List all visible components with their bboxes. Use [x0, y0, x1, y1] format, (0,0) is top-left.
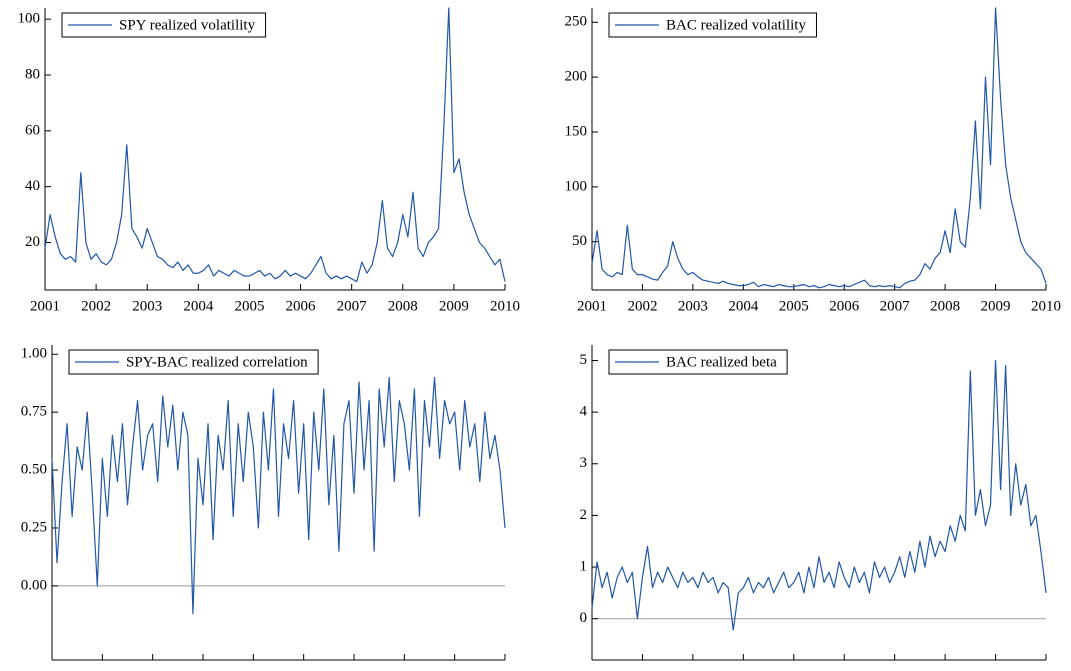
x-tick-label: 2010 [490, 668, 520, 671]
x-tick-label: 2001 [577, 668, 607, 671]
x-tick-label: 2005 [238, 668, 268, 671]
legend-label: SPY realized volatility [119, 17, 256, 33]
y-tick-label: 0.00 [21, 577, 47, 593]
x-tick-label: 2007 [337, 298, 368, 314]
x-tick-label: 2004 [728, 668, 759, 671]
x-tick-label: 2008 [389, 668, 419, 671]
x-tick-label: 2006 [829, 668, 860, 671]
x-tick-label: 2005 [779, 668, 809, 671]
y-tick-label: 0 [580, 610, 588, 626]
y-tick-label: 1.00 [21, 346, 47, 362]
x-tick-label: 2001 [30, 298, 60, 314]
x-tick-label: 2006 [289, 668, 320, 671]
y-tick-label: 100 [565, 178, 588, 194]
y-tick-label: 50 [572, 233, 587, 249]
y-tick-label: 100 [18, 11, 41, 27]
y-tick-label: 1 [580, 558, 588, 574]
x-tick-label: 2009 [981, 298, 1011, 314]
y-tick-label: 0.25 [21, 519, 47, 535]
x-tick-label: 2004 [728, 298, 759, 314]
x-tick-label: 2010 [1031, 668, 1061, 671]
y-tick-label: 0.75 [21, 404, 47, 420]
x-tick-label: 2005 [234, 298, 264, 314]
legend-label: SPY-BAC realized correlation [126, 354, 308, 370]
x-tick-label: 2010 [1031, 298, 1061, 314]
y-tick-label: 60 [25, 122, 40, 138]
x-tick-label: 2003 [678, 668, 708, 671]
y-tick-label: 2 [580, 507, 588, 523]
x-tick-label: 2008 [388, 298, 418, 314]
data-line [44, 7, 506, 283]
y-tick-label: 4 [580, 404, 588, 420]
x-tick-label: 2007 [880, 668, 911, 671]
x-tick-label: 2006 [829, 298, 860, 314]
x-tick-label: 2005 [779, 298, 809, 314]
y-tick-label: 0.50 [21, 462, 47, 478]
x-tick-label: 2001 [577, 298, 607, 314]
data-line [591, 7, 1047, 289]
x-tick-label: 2007 [339, 668, 370, 671]
x-tick-label: 2007 [880, 298, 911, 314]
y-tick-label: 200 [565, 69, 588, 85]
x-tick-label: 2006 [286, 298, 317, 314]
x-tick-label: 2003 [678, 298, 708, 314]
data-line [591, 359, 1047, 631]
x-tick-label: 2009 [439, 298, 469, 314]
x-tick-label: 2008 [930, 668, 960, 671]
x-tick-label: 2009 [981, 668, 1011, 671]
legend-label: BAC realized volatility [666, 17, 806, 33]
x-tick-label: 2009 [440, 668, 470, 671]
y-tick-label: 150 [565, 123, 588, 139]
x-tick-label: 2001 [37, 668, 67, 671]
legend-label: BAC realized beta [666, 354, 777, 370]
y-tick-label: 40 [25, 178, 40, 194]
y-tick-label: 250 [565, 14, 588, 30]
x-tick-label: 2003 [132, 298, 162, 314]
x-tick-label: 2002 [81, 298, 111, 314]
x-tick-label: 2002 [627, 668, 657, 671]
x-tick-label: 2002 [627, 298, 657, 314]
x-tick-label: 2003 [138, 668, 168, 671]
y-tick-label: 5 [580, 352, 588, 368]
y-tick-label: 3 [580, 455, 588, 471]
x-tick-label: 2004 [183, 298, 214, 314]
x-tick-label: 2004 [188, 668, 219, 671]
y-tick-label: 80 [25, 66, 40, 82]
y-tick-label: 20 [25, 234, 40, 250]
data-line [51, 376, 506, 615]
x-tick-label: 2010 [490, 298, 520, 314]
x-tick-label: 2008 [930, 298, 960, 314]
x-tick-label: 2002 [87, 668, 117, 671]
